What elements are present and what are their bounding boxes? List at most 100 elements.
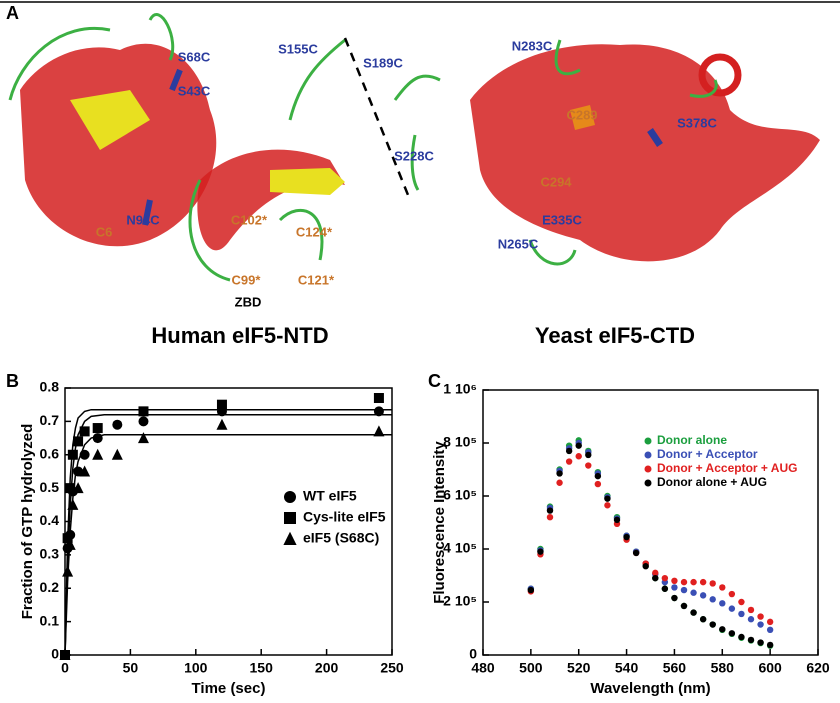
data-point [594,472,602,480]
legend-label: Donor + Acceptor [657,447,758,461]
data-point [728,630,736,637]
data-point [138,416,149,427]
x-tick-label: 50 [123,660,139,676]
data-point [537,548,544,555]
data-point [632,549,640,557]
y-tick-label: 1 10⁶ [443,381,477,397]
structure-ntd [8,13,441,282]
fit-curve [64,408,392,656]
data-point [594,480,602,488]
residue-label: N94C [126,212,160,227]
data-point [138,406,149,417]
data-point [556,470,563,477]
legend-label: eIF5 (S68C) [303,530,379,546]
data-point [757,613,764,620]
residue-label: C102* [231,212,268,227]
y-tick-label: 0 [51,646,59,662]
legend-marker [644,465,652,473]
data-point [546,507,554,514]
residue-label: C294 [540,174,572,189]
data-point [747,636,755,644]
residue-label: C289 [566,107,597,122]
panel-label: B [6,371,19,391]
residue-label: N283C [512,38,553,53]
data-point [690,589,697,596]
y-tick-label: 6 10⁵ [443,487,477,503]
data-point [575,442,582,449]
data-point [661,574,669,582]
y-tick-label: 0.7 [40,412,60,428]
residue-label: C124* [296,224,333,239]
data-point [652,569,659,577]
residue-label: C6 [96,224,113,239]
x-tick-label: 150 [250,660,274,676]
y-tick-label: 4 10⁵ [443,540,477,556]
residue-label: S378C [677,115,717,130]
data-point [680,578,688,586]
data-point [652,574,659,582]
data-point [556,479,563,486]
data-point [661,585,669,592]
data-point [62,533,73,544]
legend-label: Cys-lite eIF5 [303,509,386,525]
y-tick-label: 0.3 [40,546,60,562]
data-point [623,533,630,541]
y-tick-label: 0.2 [40,579,60,595]
data-point [604,502,611,509]
data-point [680,586,688,594]
legend-marker [284,512,296,524]
data-point [373,425,385,437]
y-tick-label: 2 10⁵ [443,593,477,609]
data-point [738,610,745,618]
legend-marker [284,491,296,503]
y-tick-label: 0.1 [40,612,60,628]
legend-label: Donor alone [657,433,727,447]
domain-caption: Yeast eIF5-CTD [535,323,695,348]
x-axis-title: Time (sec) [192,680,266,697]
data-point [216,418,228,430]
y-tick-label: 0.6 [40,445,60,461]
data-point [719,584,726,591]
residue-label: ZBD [235,294,262,309]
panel-label: A [6,3,19,23]
x-tick-label: 250 [380,660,404,676]
y-tick-label: 0.8 [40,379,60,395]
data-point [690,609,697,616]
data-point [747,606,755,614]
x-tick-label: 480 [471,660,495,676]
data-point [565,458,573,465]
x-axis-title: Wavelength (nm) [590,680,710,697]
data-point [604,495,611,502]
data-point [112,419,123,430]
data-point [709,596,716,603]
residue-label: C121* [298,272,335,287]
panel-label: C [428,371,441,391]
data-point [137,432,149,444]
data-point [728,590,736,598]
data-point [79,465,91,477]
x-tick-label: 100 [184,660,208,676]
residue-label: S189C [363,55,403,70]
data-point [757,639,764,646]
data-point [373,406,384,417]
data-point [719,600,726,607]
data-point [671,577,678,584]
residue-label: C99* [232,272,262,287]
data-point [585,462,592,469]
x-tick-label: 580 [711,660,735,676]
x-tick-label: 0 [61,660,69,676]
data-point [65,483,76,494]
data-point [719,626,726,633]
legend-label: Donor alone + AUG [657,475,767,489]
data-point [709,621,716,628]
data-point [59,649,71,660]
data-point [747,616,755,623]
legend-marker [644,437,652,445]
data-point [546,514,554,521]
data-point [671,584,678,591]
data-point [373,393,384,404]
structure-ctd [470,39,820,266]
data-point [699,578,707,586]
